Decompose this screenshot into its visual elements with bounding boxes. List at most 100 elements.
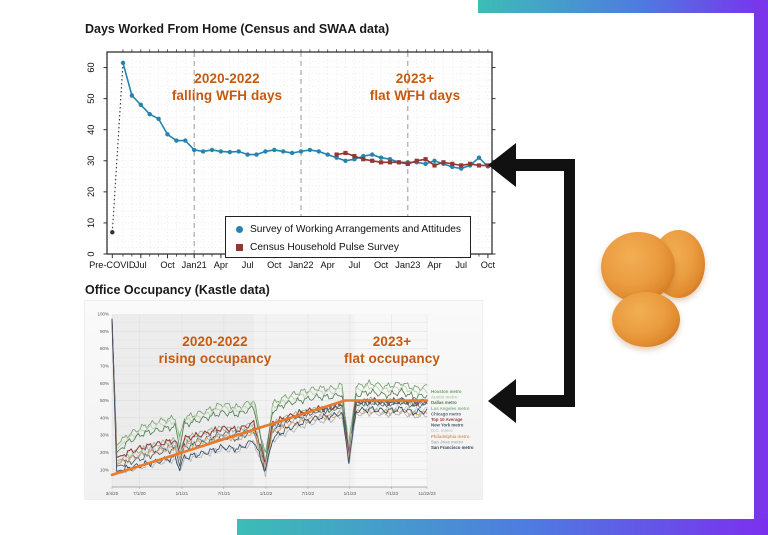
wfh-data-point xyxy=(192,147,197,153)
occupancy-chart: 3/4/20 7/1/20 1/1/21 7/1/21 1/1/22 7/1/22 1/1/… xyxy=(97,312,474,496)
wfh-x-tick-label: Jul xyxy=(135,260,147,270)
frame-bottom-gradient-bar xyxy=(237,519,768,535)
occupancy-legend-label: Chicago metro xyxy=(431,411,461,416)
wfh-data-point xyxy=(289,150,295,156)
occupancy-y-tick-label: 10% xyxy=(100,467,109,472)
occupancy-legend-label: New York metro xyxy=(431,423,464,428)
wfh-data-point xyxy=(281,149,286,154)
occupancy-legend-label: Los Angeles metro xyxy=(431,406,470,411)
wfh-data-point xyxy=(218,149,224,154)
wfh-data-point xyxy=(476,163,482,168)
wfh-y-tick-label: 0 xyxy=(86,251,96,256)
frame-right-purple-bar xyxy=(754,0,768,535)
wfh-x-tick-label: Jan22 xyxy=(288,260,313,270)
wfh-y-tick-label: 40 xyxy=(86,125,96,135)
occupancy-x-tick-label: 7/1/22 xyxy=(302,491,315,496)
wfh-data-point xyxy=(361,157,366,162)
occupancy-y-tick-label: 80% xyxy=(100,346,109,351)
wfh-y-tick-label: 20 xyxy=(86,187,96,197)
occupancy-legend-label: Dallas metro xyxy=(431,400,457,405)
arrow-bottom-head xyxy=(488,379,516,423)
occupancy-x-tick-label: 7/1/21 xyxy=(218,491,231,496)
occupancy-y-tick-label: 40% xyxy=(100,415,109,420)
wfh-y-tick-label: 10 xyxy=(86,218,96,228)
legend-row-census: Census Household Pulse Survey xyxy=(236,238,470,256)
legend-row-swaa: Survey of Working Arrangements and Attit… xyxy=(236,220,470,238)
wfh-data-point xyxy=(174,138,179,143)
wfh-data-point xyxy=(414,158,419,163)
wfh-data-point xyxy=(396,160,401,165)
arrow-top-arm xyxy=(514,159,575,171)
wfh-data-point xyxy=(441,160,446,165)
occupancy-legend-label: Philadelphia metro xyxy=(431,434,470,439)
wfh-data-point xyxy=(334,152,339,157)
occupancy-legend-label: San Francisco metro xyxy=(431,445,474,450)
wfh-data-point xyxy=(343,158,348,163)
wfh-data-point xyxy=(227,149,232,155)
occupancy-chart-panel: 3/4/20 7/1/20 1/1/21 7/1/21 1/1/22 7/1/22 1/1/… xyxy=(85,301,482,499)
wfh-data-point xyxy=(343,150,348,156)
wfh-data-point xyxy=(379,160,384,165)
wfh-data-point xyxy=(272,147,277,153)
occupancy-x-tick-label: 7/1/20 xyxy=(133,491,146,496)
wfh-data-point xyxy=(370,152,375,157)
frame-top-gradient-bar xyxy=(478,0,768,13)
wfh-data-point xyxy=(378,155,384,160)
occupancy-series-line xyxy=(111,318,428,453)
wfh-x-tick-label: Apr xyxy=(214,260,228,270)
arrow-vertical-bar xyxy=(564,159,575,407)
wfh-x-tick-label: Oct xyxy=(160,260,175,270)
occupancy-y-tick-label: 90% xyxy=(100,329,109,334)
occupancy-series-line xyxy=(110,399,429,477)
wfh-data-point xyxy=(263,149,268,154)
wfh-data-point xyxy=(432,163,437,168)
census-marker-icon xyxy=(236,243,243,251)
wfh-y-tick-label: 60 xyxy=(86,62,96,72)
wfh-x-tick-label: Jan23 xyxy=(395,260,420,270)
occupancy-series-line xyxy=(111,320,428,463)
wfh-data-point xyxy=(423,157,428,162)
occupancy-y-tick-label: 20% xyxy=(100,450,109,455)
occupancy-x-tick-label: 1/1/21 xyxy=(176,491,189,496)
wfh-data-point xyxy=(156,116,161,122)
wfh-data-point xyxy=(405,161,410,166)
occupancy-x-tick-label: 7/1/23 xyxy=(385,491,398,496)
annotation-falling-wfh: 2020-2022 falling WFH days xyxy=(171,71,283,103)
wfh-y-tick-label: 30 xyxy=(86,156,96,166)
wfh-y-tick-label: 50 xyxy=(86,93,96,103)
pancakes-image xyxy=(595,214,727,348)
occupancy-legend-label: San Jose metro xyxy=(431,439,463,444)
wfh-data-point xyxy=(129,93,135,98)
wfh-data-point xyxy=(138,102,143,108)
wfh-x-tick-label: Apr xyxy=(427,260,441,270)
wfh-x-tick-label: Apr xyxy=(321,260,335,270)
wfh-x-tick-label: Oct xyxy=(374,260,389,270)
wfh-data-point xyxy=(387,160,393,165)
arrow-top-head xyxy=(488,143,516,187)
wfh-x-tick-label: Jul xyxy=(242,260,254,270)
wfh-x-tick-label: Jul xyxy=(349,260,361,270)
wfh-x-tick-label: Jul xyxy=(455,260,467,270)
wfh-data-point xyxy=(432,158,437,163)
occupancy-y-tick-label: 50% xyxy=(100,398,109,403)
wfh-x-tick-label: Oct xyxy=(267,260,282,270)
occupancy-y-tick-label: 100% xyxy=(97,312,109,317)
pancake-icon xyxy=(601,232,675,302)
pancake-icon xyxy=(612,292,680,347)
wfh-data-point xyxy=(459,163,464,168)
occupancy-series-line xyxy=(111,322,428,468)
occupancy-series-line xyxy=(111,320,428,472)
wfh-data-point xyxy=(370,158,375,163)
occupancy-legend-label: Top 10 Average xyxy=(431,417,463,422)
wfh-data-point xyxy=(245,152,250,157)
wfh-data-point xyxy=(325,152,330,157)
annotation-flat-wfh: 2023+ flat WFH days xyxy=(369,71,461,103)
left-arrow-bracket-icon xyxy=(488,143,575,423)
wfh-data-point xyxy=(120,60,126,66)
annotation-flat-occupancy: 2023+ flat occupancy xyxy=(344,334,440,366)
wfh-data-point xyxy=(352,154,357,159)
occupancy-x-tick-label: 11/22/23 xyxy=(418,491,436,496)
occupancy-y-tick-label: 70% xyxy=(100,364,109,369)
arrow-bottom-arm xyxy=(514,395,575,407)
